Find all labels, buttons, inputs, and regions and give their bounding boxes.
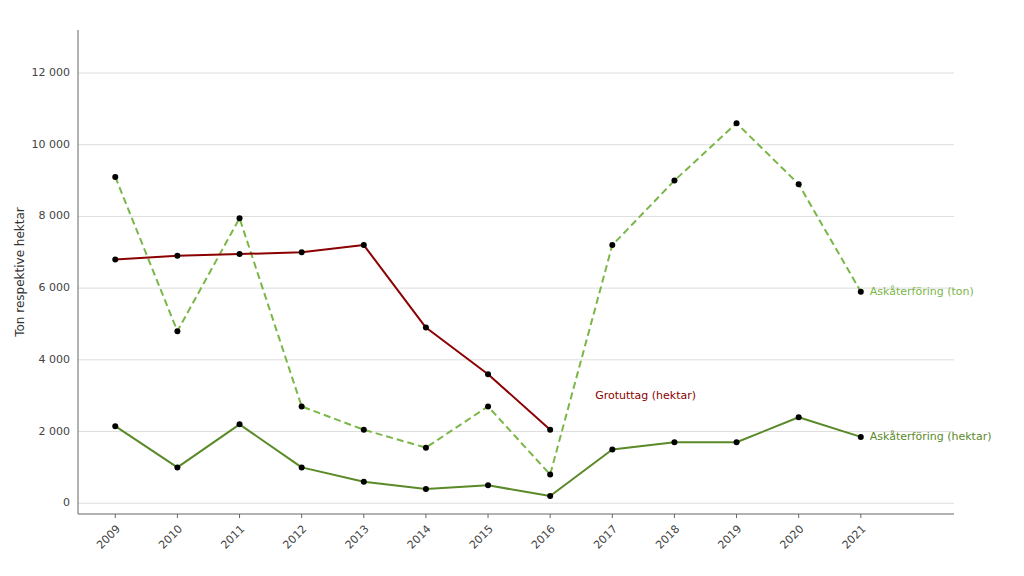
point (796, 181, 802, 187)
point (734, 439, 740, 445)
x-tick (612, 514, 613, 518)
y-axis-label: Ton respektive hektar (13, 207, 27, 338)
point (858, 434, 864, 440)
y-tick-label: 4 000 (39, 353, 71, 366)
series-line (115, 417, 861, 496)
point (299, 464, 305, 470)
series-label: Askåterföring (ton) (870, 285, 974, 298)
x-tick (860, 514, 861, 518)
grid-line (78, 73, 954, 74)
point (485, 403, 491, 409)
point (609, 446, 615, 452)
point (237, 251, 243, 257)
series-line (115, 123, 861, 474)
grid-line (78, 288, 954, 289)
x-tick (239, 514, 240, 518)
x-axis-line (78, 514, 954, 515)
grid-line (78, 431, 954, 432)
x-tick-label: 2009 (94, 523, 123, 552)
x-tick-label: 2020 (777, 523, 806, 552)
point (237, 215, 243, 221)
point (796, 414, 802, 420)
point (174, 328, 180, 334)
x-tick (301, 514, 302, 518)
grid-line (78, 359, 954, 360)
x-tick (550, 514, 551, 518)
x-tick (736, 514, 737, 518)
x-tick (363, 514, 364, 518)
x-tick (177, 514, 178, 518)
y-tick-label: 12 000 (32, 66, 71, 79)
x-tick-label: 2010 (156, 523, 185, 552)
point (237, 421, 243, 427)
point (423, 325, 429, 331)
x-tick-label: 2015 (467, 523, 496, 552)
grid-line (78, 503, 954, 504)
point (174, 253, 180, 259)
x-tick-label: 2017 (591, 523, 620, 552)
point (112, 423, 118, 429)
point (423, 445, 429, 451)
point (547, 472, 553, 478)
point (671, 178, 677, 184)
grid-line (78, 144, 954, 145)
series-labels: Askåterföring (ton) Askåterföring (hektar… (595, 285, 991, 443)
chart: 0 2 000 4 000 6 000 8 000 10 000 12 000 2009 201… (0, 0, 1024, 576)
y-axis-line (78, 30, 79, 514)
x-tick-label: 2012 (280, 523, 309, 552)
x-tick (115, 514, 116, 518)
point (547, 427, 553, 433)
y-tick-label: 0 (63, 496, 70, 509)
x-tick (488, 514, 489, 518)
series-label: Askåterföring (hektar) (870, 430, 992, 443)
y-tick-label: 8 000 (39, 209, 71, 222)
grid-line (78, 216, 954, 217)
x-tick-label: 2014 (405, 523, 434, 552)
point (734, 120, 740, 126)
point (361, 242, 367, 248)
series-line (115, 245, 550, 430)
x-tick-label: 2018 (653, 523, 682, 552)
series-label: Grotuttag (hektar) (595, 389, 696, 402)
x-tick (425, 514, 426, 518)
x-tick-label: 2013 (343, 523, 372, 552)
point (299, 403, 305, 409)
point (423, 486, 429, 492)
x-tick-label: 2019 (715, 523, 744, 552)
plot-area (112, 120, 864, 499)
point (112, 174, 118, 180)
point (361, 479, 367, 485)
y-tick-label: 2 000 (39, 425, 71, 438)
grid (78, 73, 954, 503)
x-tick-label: 2021 (840, 523, 869, 552)
point (299, 249, 305, 255)
point (485, 371, 491, 377)
point (547, 493, 553, 499)
point (361, 427, 367, 433)
y-tick-label: 6 000 (39, 281, 71, 294)
x-tick-label: 2016 (529, 523, 558, 552)
point (485, 482, 491, 488)
point (671, 439, 677, 445)
point (174, 464, 180, 470)
x-tick-label: 2011 (218, 523, 247, 552)
x-tick (798, 514, 799, 518)
x-tick (674, 514, 675, 518)
point (858, 289, 864, 295)
y-tick-label: 10 000 (32, 138, 71, 151)
point (609, 242, 615, 248)
point (112, 256, 118, 262)
